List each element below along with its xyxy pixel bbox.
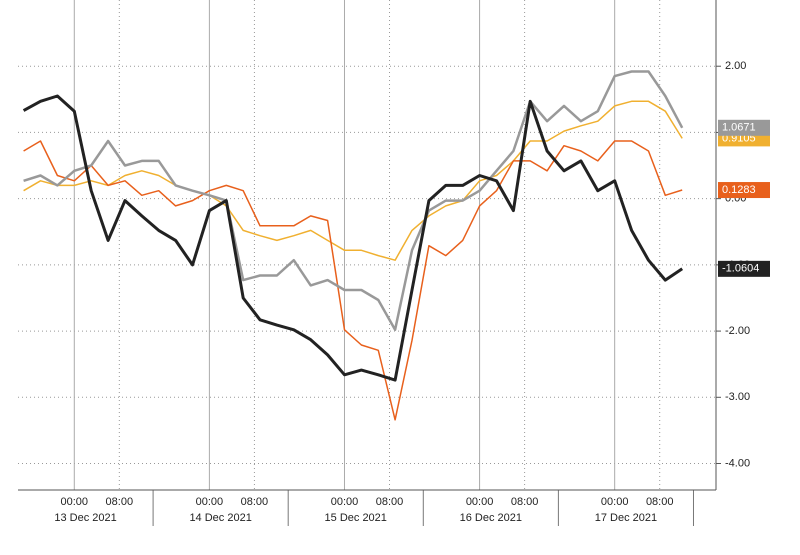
x-tick-label: 00:00 xyxy=(331,496,359,508)
x-tick-label: 08:00 xyxy=(511,496,539,508)
date-label: 13 Dec 2021 xyxy=(54,512,116,524)
y-tick-label: 2.00 xyxy=(725,60,746,72)
series-line xyxy=(22,94,684,382)
x-tick-label: 08:00 xyxy=(241,496,269,508)
value-tag xyxy=(718,182,770,199)
x-tick-label: 08:00 xyxy=(376,496,404,508)
date-label: 14 Dec 2021 xyxy=(189,512,251,524)
x-tick-label: 08:00 xyxy=(106,496,134,508)
series-line xyxy=(23,140,683,421)
x-tick-label: 00:00 xyxy=(601,496,629,508)
y-tick-label: -4.00 xyxy=(725,457,750,469)
date-label: 17 Dec 2021 xyxy=(595,512,657,524)
series-line xyxy=(23,100,683,261)
x-tick-label: 00:00 xyxy=(466,496,494,508)
value-tag-label: 0.1283 xyxy=(722,184,756,196)
value-tag xyxy=(718,260,770,277)
series-line xyxy=(23,70,684,332)
x-tick-label: 00:00 xyxy=(61,496,89,508)
x-tick-label: 00:00 xyxy=(196,496,224,508)
x-tick-label: 08:00 xyxy=(646,496,674,508)
date-label: 15 Dec 2021 xyxy=(325,512,387,524)
value-tag xyxy=(718,119,770,136)
date-label: 16 Dec 2021 xyxy=(460,512,522,524)
y-tick-label: -2.00 xyxy=(725,325,750,337)
y-tick-label: -3.00 xyxy=(725,391,750,403)
value-tag-label: 1.0671 xyxy=(722,122,756,134)
value-tag-label: -1.0604 xyxy=(722,263,759,275)
